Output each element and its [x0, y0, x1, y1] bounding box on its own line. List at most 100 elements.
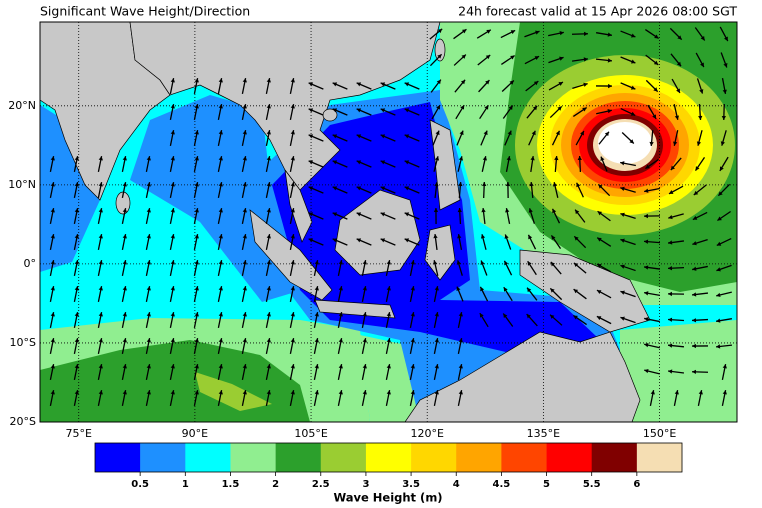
wave-arrowhead	[122, 156, 127, 161]
lon-label: 105°E	[294, 427, 327, 440]
wave-arrowhead	[332, 82, 338, 87]
wave-arrowhead	[290, 390, 295, 395]
wave-arrowhead	[266, 182, 271, 187]
wave-arrowhead	[598, 184, 603, 189]
wave-arrowhead	[146, 312, 151, 317]
colorbar-swatch	[185, 443, 231, 472]
wave-arrowhead	[528, 234, 533, 240]
wave-arrowhead	[534, 56, 540, 61]
wave-arrowhead	[653, 87, 658, 92]
wave-arrowhead	[509, 80, 514, 85]
wave-arrowhead	[356, 186, 362, 191]
wave-arrowhead	[692, 215, 698, 220]
wave-arrowhead	[308, 160, 314, 165]
wave-arrowhead	[723, 63, 728, 68]
lat-label: 20°S	[10, 415, 36, 428]
wave-arrowhead	[290, 182, 295, 187]
wave-arrowhead	[170, 208, 175, 213]
wave-arrowhead	[434, 182, 439, 187]
wave-arrowhead	[458, 390, 463, 395]
wave-arrowhead	[74, 208, 79, 213]
wave-arrowhead	[652, 114, 657, 119]
wave-arrowhead	[510, 30, 516, 35]
colorbar-tick-label: 3.5	[402, 479, 420, 490]
wave-arrowhead	[74, 156, 79, 161]
wave-arrowhead	[460, 79, 466, 85]
wave-arrowhead	[218, 390, 223, 395]
wave-arrowhead	[314, 364, 319, 369]
wave-arrowhead	[630, 111, 636, 116]
wave-arrowhead	[332, 238, 338, 243]
wave-arrowhead	[620, 212, 625, 217]
lon-label: 120°E	[410, 427, 443, 440]
wave-arrowhead	[98, 234, 103, 239]
wave-arrowhead	[458, 338, 463, 343]
wave-arrowhead	[404, 186, 410, 191]
wave-arrowhead	[458, 364, 463, 369]
wave-arrowhead	[668, 266, 673, 271]
wave-arrowhead	[559, 56, 564, 61]
wave-arrowhead	[576, 182, 581, 188]
wave-arrowhead	[505, 208, 510, 213]
wave-arrowhead	[242, 182, 247, 187]
land	[249, 209, 333, 301]
wave-arrowhead	[290, 286, 295, 291]
wave-arrowhead	[386, 312, 391, 317]
wave-arrowhead	[597, 211, 603, 216]
wave-arrowhead	[386, 286, 391, 291]
wave-arrowhead	[434, 286, 439, 291]
wave-arrowhead	[50, 260, 55, 265]
wave-arrowhead	[404, 212, 410, 217]
wave-arrowhead	[266, 286, 271, 291]
wave-arrowhead	[528, 208, 533, 213]
wave-arrowhead	[290, 338, 295, 343]
wave-arrowhead	[433, 208, 439, 212]
wave-arrowhead	[644, 239, 649, 244]
wave-arrowhead	[98, 260, 103, 265]
wave-arrowhead	[461, 54, 466, 59]
wave-arrowhead	[582, 107, 587, 112]
colorbar-swatch	[275, 443, 322, 472]
wave-arrowhead	[170, 182, 175, 187]
wave-arrowhead	[266, 234, 271, 239]
colorbar-tick-label: 2	[272, 479, 279, 490]
wave-arrowhead	[50, 156, 55, 161]
wave-arrowhead	[386, 260, 391, 265]
wave-arrowhead	[74, 338, 79, 343]
colorbar-swatch	[140, 443, 186, 472]
wave-arrowhead	[98, 338, 103, 343]
wave-arrowhead	[505, 182, 511, 186]
wave-arrowhead	[242, 208, 247, 213]
wave-zone	[195, 372, 272, 411]
wave-arrowhead	[673, 141, 678, 146]
wave-arrowhead	[716, 292, 721, 298]
wave-arrowhead	[503, 313, 508, 319]
wave-arrowhead	[146, 286, 151, 291]
wave-arrowhead	[356, 212, 362, 217]
wave-arrowhead	[719, 166, 724, 171]
wave-arrowhead	[314, 260, 319, 265]
wave-arrowhead	[50, 338, 55, 343]
colorbar-swatch	[456, 443, 502, 472]
wave-arrowhead	[290, 104, 295, 109]
wave-arrowhead	[338, 338, 343, 343]
wave-arrowhead	[654, 34, 659, 39]
wave-arrowhead	[573, 289, 579, 294]
wave-arrowhead	[266, 208, 271, 213]
wave-arrowhead	[266, 338, 271, 343]
wave-arrowhead	[170, 390, 175, 395]
wave-arrowhead	[649, 141, 654, 146]
wave-arrowhead	[670, 165, 676, 171]
wave-arrowhead	[218, 364, 223, 369]
wave-arrowhead	[242, 78, 247, 83]
colorbar-swatch	[501, 443, 547, 472]
wave-arrowhead	[170, 234, 175, 239]
wave-arrowhead	[696, 141, 702, 146]
wave-arrowhead	[242, 234, 247, 239]
wave-arrowhead	[338, 390, 343, 395]
wave-arrowhead	[98, 286, 103, 291]
wave-arrowhead	[74, 390, 79, 395]
wave-arrowhead	[266, 312, 271, 317]
wave-arrowhead	[557, 106, 562, 111]
wave-arrowhead	[434, 338, 439, 343]
